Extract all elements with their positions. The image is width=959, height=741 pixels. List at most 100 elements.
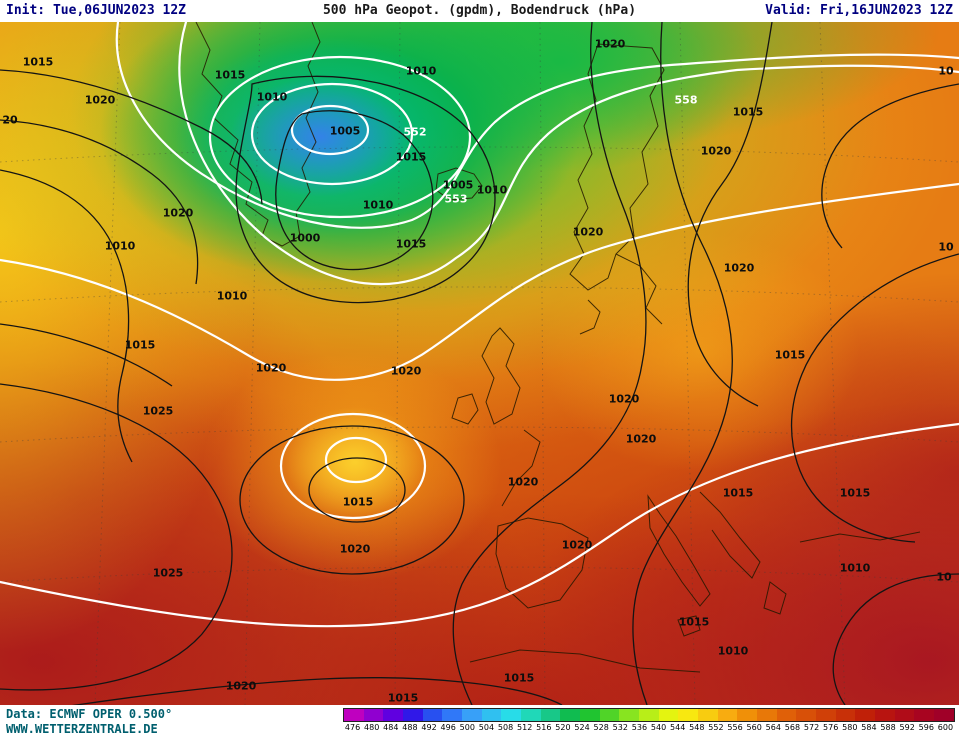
colorbar-segment [914,709,935,721]
colorbar-segment [658,709,679,721]
pressure-label: 10 [938,240,954,254]
colorbar-tick: 564 [765,723,781,732]
pressure-label: 1000 [289,231,321,245]
colorbar-segment [481,709,502,721]
colorbar-tick: 524 [574,723,590,732]
colorbar-segment [442,709,463,721]
pressure-label: 1020 [700,144,732,158]
colorbar-segment [619,709,640,721]
colorbar-segment [639,709,659,721]
colorbar-tick: 480 [364,723,380,732]
colorbar-ticks: 476 480 484 488 492 496 500 504 508 512 516 520 524 5… [343,723,955,732]
colorbar-segment [540,709,561,721]
colorbar-tick: 496 [440,723,456,732]
colorbar-tick: 576 [823,723,839,732]
colorbar-segment [934,709,954,721]
colorbar-tick: 520 [555,723,571,732]
footer-bar: Data: ECMWF OPER 0.500° WWW.WETTERZENTRA… [0,705,959,741]
colorbar-segment [717,709,738,721]
valid-time-label: Valid: Fri,16JUN2023 12Z [765,3,953,18]
pressure-label: 1010 [476,183,508,197]
colorbar-tick: 516 [536,723,552,732]
colorbar-tick: 540 [650,723,667,732]
colorbar-tick: 544 [670,723,686,732]
colorbar-tick: 560 [746,723,762,732]
pressure-label: 1025 [142,404,174,418]
colorbar-segment [560,709,581,721]
pressure-label: 1015 [774,348,806,362]
height-label: 553 [444,192,468,206]
colorbar-tick: 572 [803,723,820,732]
colorbar-tick: 512 [517,723,533,732]
pressure-label: 1015 [839,486,871,500]
colorbar-segment [678,709,699,721]
colorbar-tick: 584 [861,723,877,732]
height-label: 558 [674,93,698,107]
pressure-label: 1015 [678,615,710,629]
pressure-label: 1015 [722,486,754,500]
colorbar-tick: 548 [689,723,705,732]
pressure-label: 1020 [507,475,539,489]
init-time-label: Init: Tue,06JUN2023 12Z [6,3,187,18]
colorbar-segment [344,709,364,721]
pressure-label: 1015 [395,150,427,164]
pressure-label: 1010 [362,198,394,212]
colorbar-tick: 504 [478,723,495,732]
colorbar-segment [403,709,423,721]
pressure-label: 1020 [390,364,422,378]
colorbar-segment [599,709,620,721]
colorbar [343,708,955,722]
colorbar-tick: 552 [708,723,724,732]
colorbar-segment [835,709,856,721]
pressure-label: 1015 [732,105,764,119]
colorbar-tick: 600 [937,723,954,732]
colorbar-tick: 532 [612,723,628,732]
pressure-label: 1020 [561,538,593,552]
colorbar-tick: 588 [880,723,896,732]
colorbar-tick: 492 [421,723,437,732]
credits: Data: ECMWF OPER 0.500° WWW.WETTERZENTRA… [6,707,172,737]
colorbar-tick: 476 [344,723,361,732]
isobar-contours [0,22,959,705]
colorbar-tick: 568 [784,723,801,732]
colorbar-wrap: 476 480 484 488 492 496 500 504 508 512 516 520 524 5… [343,708,955,732]
pressure-label: 1015 [342,495,374,509]
data-source-text: Data: ECMWF OPER 0.500° [6,707,173,721]
colorbar-tick: 536 [631,723,648,732]
pressure-label: 1010 [839,561,871,575]
colorbar-segment [894,709,915,721]
graticule-lines [0,22,959,705]
colorbar-segment [855,709,876,721]
pressure-label: 1020 [625,432,657,446]
colorbar-segment [521,709,541,721]
pressure-label: 1015 [395,237,427,251]
pressure-label: 1020 [723,261,755,275]
pressure-label: 1020 [339,542,371,556]
pressure-label: 1025 [152,566,184,580]
pressure-label: 1020 [255,361,287,375]
pressure-label: 1005 [329,124,361,138]
colorbar-segment [501,709,522,721]
height-label: 552 [403,125,427,139]
colorbar-segment [383,709,404,721]
colorbar-tick: 500 [459,723,475,732]
pressure-label: 1015 [22,55,54,69]
colorbar-tick: 528 [593,723,609,732]
geopotential-contours [0,22,959,628]
pressure-label: 1010 [216,289,248,303]
coastlines [195,22,921,673]
colorbar-tick: 508 [497,723,514,732]
map-title: 500 hPa Geopot. (gpdm), Bodendruck (hPa) [322,3,637,18]
pressure-label: 1010 [717,644,749,658]
map-label-layer: 1015 1020 20 1015 1010 1010 1020 1015 1020 1005 10… [0,22,959,705]
pressure-label: 1020 [225,679,257,693]
colorbar-segment [580,709,600,721]
pressure-label: 1015 [503,671,535,685]
pressure-label: 1020 [162,206,194,220]
colorbar-segment [816,709,836,721]
pressure-label: 1015 [124,338,156,352]
pressure-label: 1020 [608,392,640,406]
colorbar-tick: 484 [383,723,399,732]
colorbar-segment [422,709,443,721]
colorbar-tick: 556 [727,723,743,732]
